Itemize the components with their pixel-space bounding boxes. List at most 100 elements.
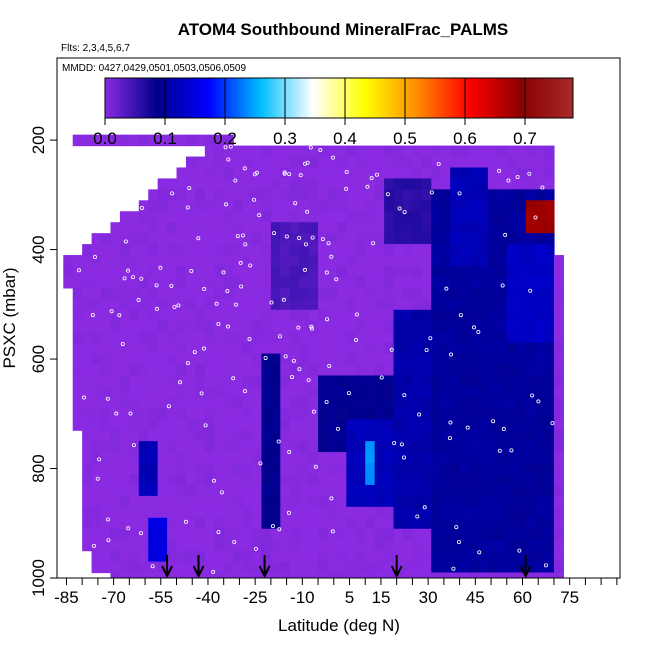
heat-cell bbox=[167, 287, 178, 300]
heat-cell bbox=[261, 167, 272, 180]
heat-cell bbox=[204, 145, 215, 158]
heat-cell bbox=[270, 211, 281, 223]
heat-cell bbox=[431, 375, 442, 388]
sample-point bbox=[166, 404, 171, 409]
heat-cell bbox=[270, 441, 281, 453]
heat-cell bbox=[214, 474, 225, 486]
heat-cell bbox=[440, 276, 451, 289]
heat-cell bbox=[478, 441, 489, 453]
heat-cell bbox=[412, 320, 423, 333]
heat-cell bbox=[82, 452, 93, 464]
heat-cell bbox=[167, 364, 178, 377]
heat-cell bbox=[506, 539, 517, 552]
heat-cell bbox=[110, 298, 121, 311]
heat-cell bbox=[346, 211, 357, 223]
heat-cell bbox=[214, 572, 225, 578]
heat-cell bbox=[535, 572, 546, 578]
heat-cell bbox=[195, 550, 206, 563]
heat-cell bbox=[280, 506, 291, 519]
heat-cell bbox=[327, 167, 338, 180]
heat-cell bbox=[261, 266, 272, 278]
heat-cell bbox=[148, 266, 159, 278]
heat-cell bbox=[535, 178, 546, 190]
heat-cell bbox=[440, 397, 451, 409]
heat-cell bbox=[223, 134, 234, 147]
heat-cell bbox=[157, 506, 168, 519]
heat-cell bbox=[242, 266, 253, 278]
heat-cell bbox=[478, 309, 489, 322]
heat-cell bbox=[252, 441, 263, 453]
x-tick-label: -55 bbox=[149, 588, 174, 607]
heat-cell bbox=[497, 145, 508, 158]
heat-cell bbox=[299, 244, 310, 256]
heat-cell bbox=[119, 419, 130, 431]
heat-cell bbox=[252, 572, 263, 578]
heat-cell bbox=[63, 276, 74, 289]
heat-cell bbox=[544, 287, 555, 300]
heat-cell bbox=[440, 266, 451, 278]
heat-cell bbox=[327, 430, 338, 442]
heat-cell bbox=[185, 331, 196, 344]
heat-cell bbox=[233, 298, 244, 311]
heat-cell bbox=[374, 276, 385, 289]
heat-cell bbox=[393, 178, 404, 190]
heat-cell bbox=[327, 528, 338, 541]
heat-cell bbox=[91, 320, 102, 333]
heat-cell bbox=[91, 539, 102, 552]
heat-cell bbox=[412, 386, 423, 398]
heat-cell bbox=[242, 167, 253, 180]
heat-cell bbox=[440, 484, 451, 497]
heat-cell bbox=[289, 572, 300, 578]
heat-cell bbox=[365, 441, 376, 453]
heat-cell bbox=[450, 474, 461, 486]
heat-cell bbox=[525, 342, 536, 355]
heat-cell bbox=[129, 495, 140, 508]
heat-cell bbox=[214, 495, 225, 508]
heat-cell bbox=[497, 561, 508, 574]
heat-cell bbox=[374, 408, 385, 420]
heat-cell bbox=[421, 287, 432, 300]
heat-cell bbox=[525, 484, 536, 497]
heat-cell bbox=[242, 561, 253, 574]
heat-cell bbox=[63, 266, 74, 278]
heat-cell bbox=[450, 539, 461, 552]
heat-cell bbox=[101, 463, 112, 475]
heat-cell bbox=[374, 233, 385, 245]
arrow-head bbox=[161, 565, 173, 579]
heat-cell bbox=[402, 517, 414, 530]
x-tick-label: -40 bbox=[196, 588, 221, 607]
y-tick-label: 200 bbox=[29, 126, 48, 154]
heat-cell bbox=[412, 550, 423, 563]
heat-cell bbox=[280, 572, 291, 578]
heat-cell bbox=[223, 276, 234, 289]
heat-cell bbox=[346, 441, 357, 453]
heat-cell bbox=[110, 222, 121, 234]
heat-cell bbox=[214, 561, 225, 574]
heat-cell bbox=[346, 550, 357, 563]
heat-cell bbox=[450, 397, 461, 409]
heat-cell bbox=[280, 342, 291, 355]
heat-cell bbox=[393, 375, 404, 388]
heat-cell bbox=[421, 211, 432, 223]
heat-cell bbox=[72, 419, 83, 431]
heat-cell bbox=[469, 364, 480, 377]
heat-cell bbox=[393, 200, 404, 212]
heat-cell bbox=[252, 309, 263, 322]
heat-cell bbox=[355, 222, 366, 234]
heat-cell bbox=[148, 255, 159, 267]
heat-cell bbox=[280, 495, 291, 508]
sample-point bbox=[326, 241, 331, 246]
heat-cell bbox=[431, 287, 442, 300]
heat-cell bbox=[431, 178, 442, 190]
heat-cell bbox=[157, 342, 168, 355]
heat-cell bbox=[252, 408, 263, 420]
heat-cell bbox=[327, 397, 338, 409]
heat-cell bbox=[176, 430, 187, 442]
heat-cell bbox=[270, 572, 281, 578]
heat-cell bbox=[185, 550, 196, 563]
heat-cell bbox=[280, 298, 291, 311]
heat-cell bbox=[289, 244, 300, 256]
sample-point bbox=[172, 304, 177, 309]
heat-cell bbox=[157, 200, 168, 212]
heat-cell bbox=[459, 276, 470, 289]
